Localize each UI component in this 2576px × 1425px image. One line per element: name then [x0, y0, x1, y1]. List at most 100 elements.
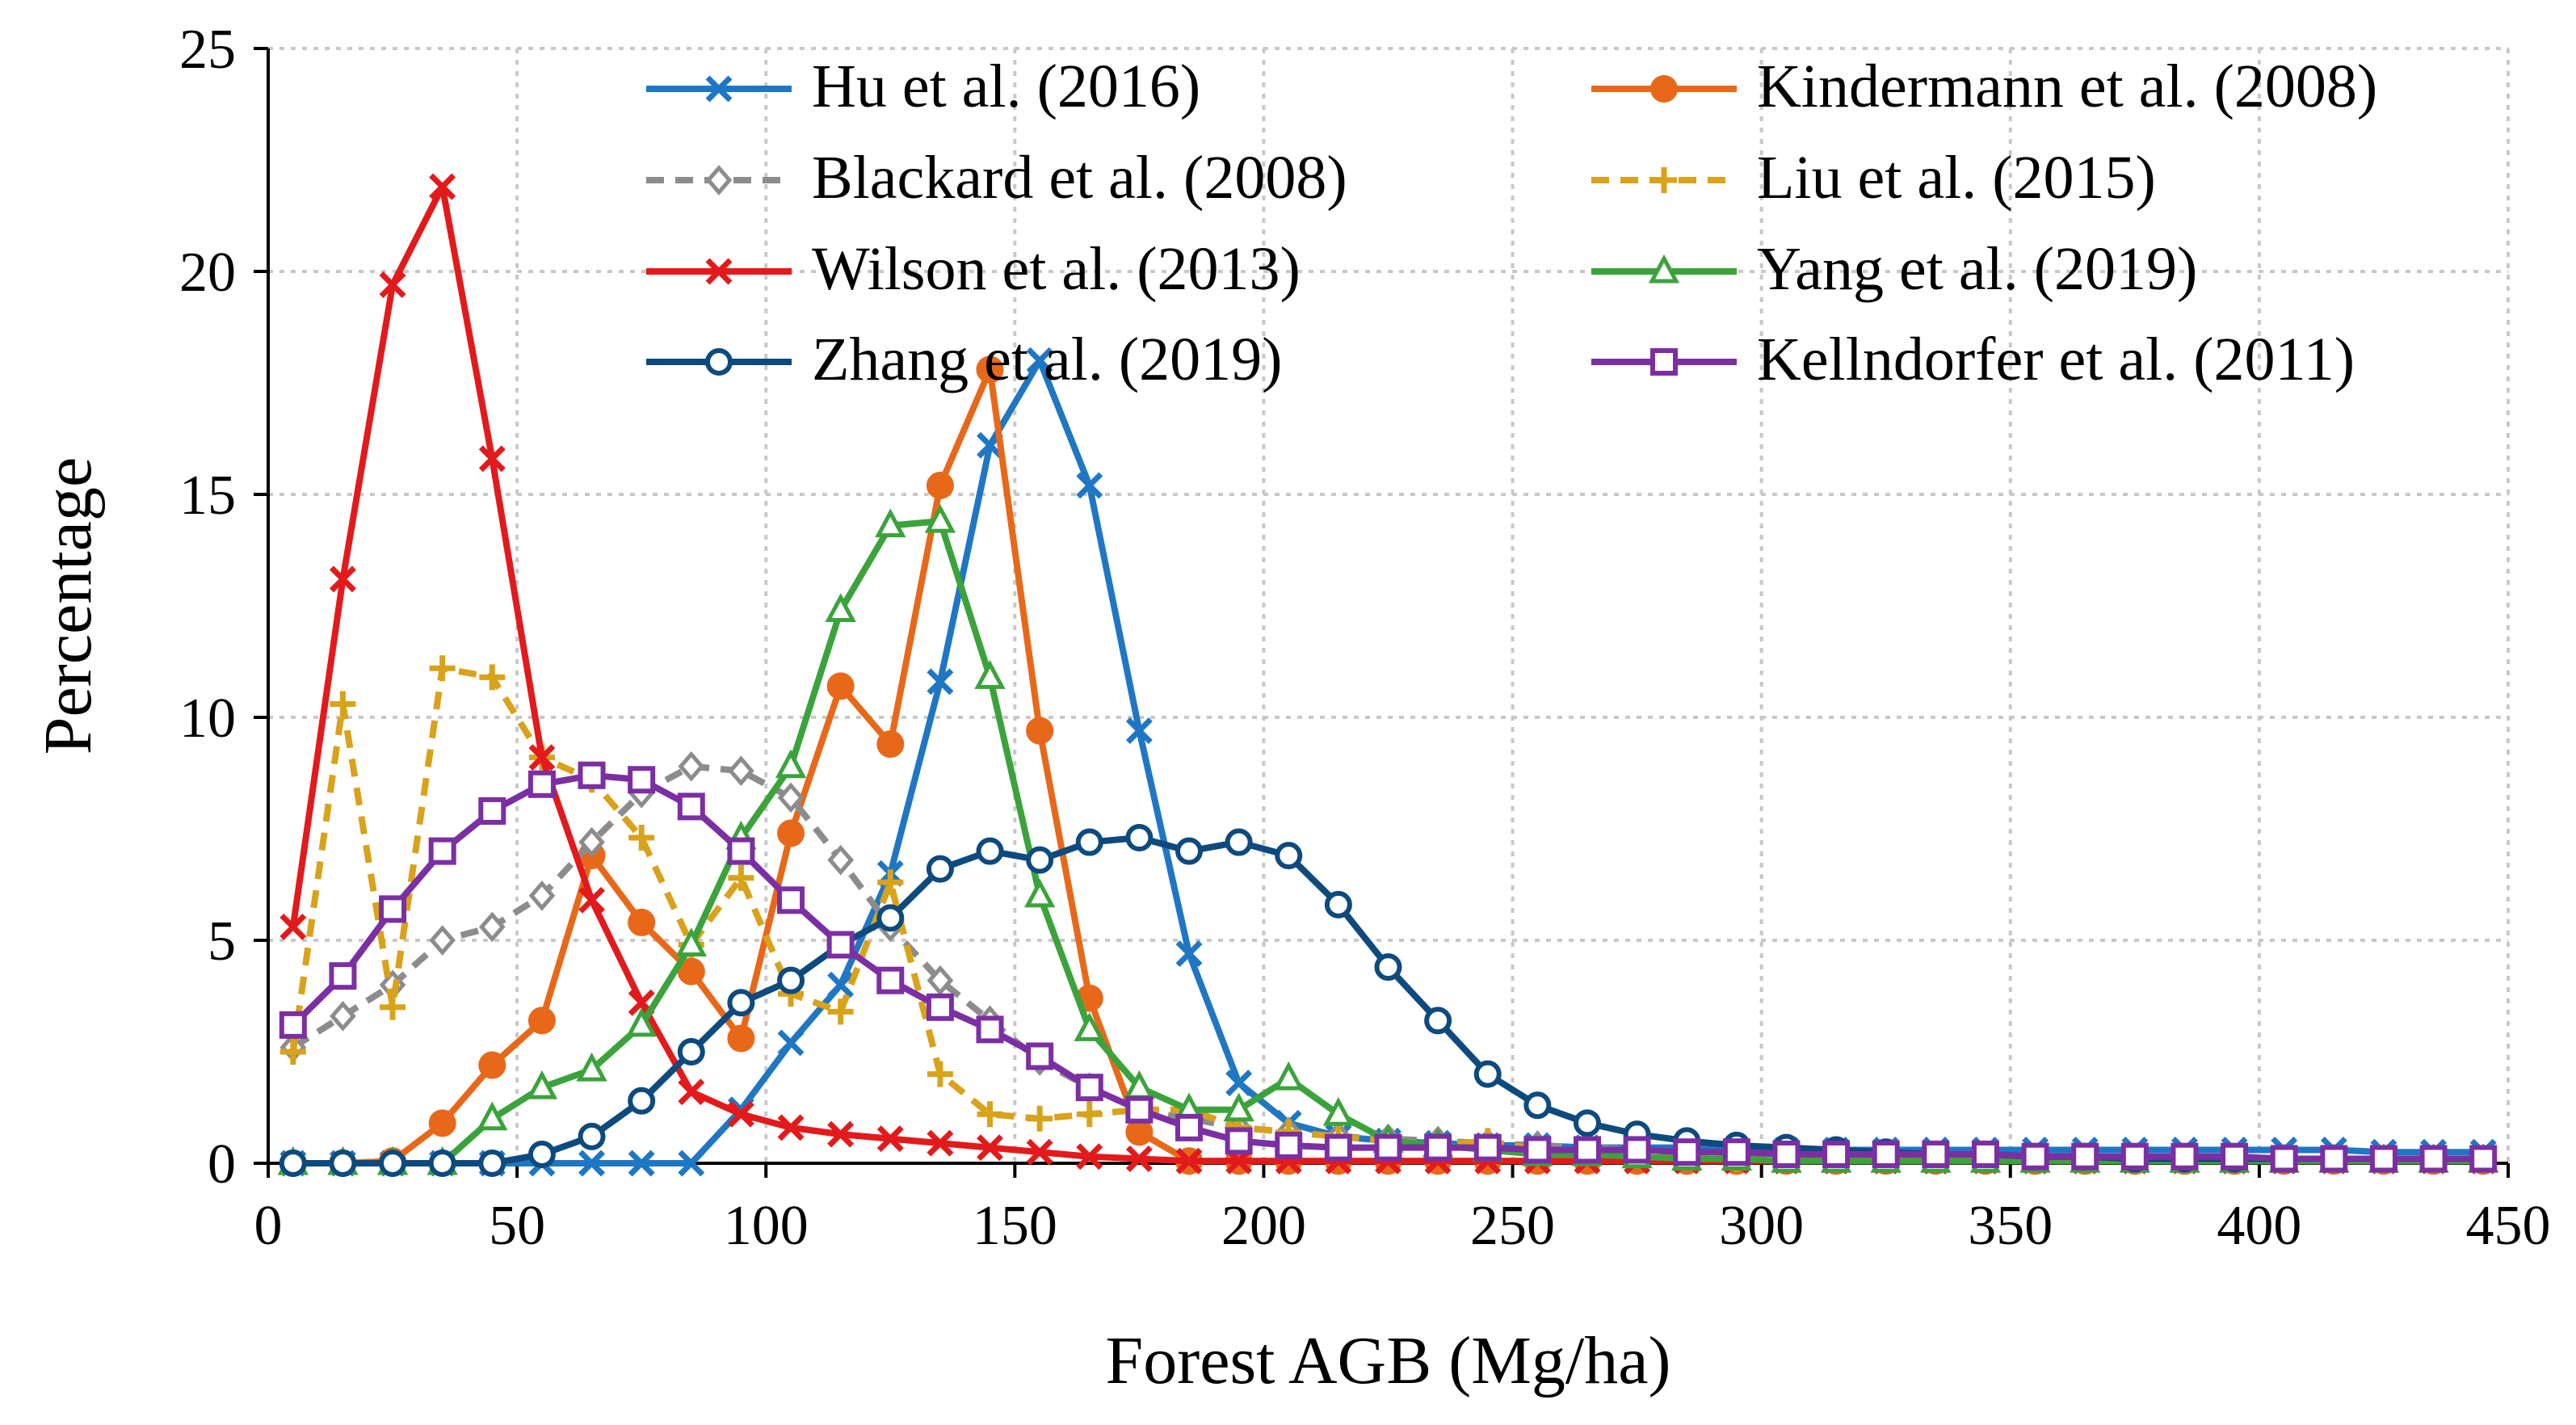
data-point: [678, 750, 705, 782]
data-point: [628, 766, 656, 794]
data-point: [1324, 1133, 1352, 1162]
y-tick-label: 20: [179, 242, 236, 304]
data-point: [1125, 824, 1154, 852]
data-point: [625, 1007, 658, 1037]
data-point: [2270, 1145, 2298, 1173]
data-point: [478, 911, 506, 943]
data-point: [927, 965, 954, 996]
series-8: [279, 761, 2498, 1173]
x-tick-label: 300: [1719, 1195, 1804, 1257]
data-point: [876, 1125, 904, 1153]
data-point: [1722, 1138, 1750, 1166]
data-point: [1076, 1143, 1103, 1171]
data-point: [678, 1078, 705, 1106]
legend-marker: [705, 258, 733, 285]
data-point: [379, 1150, 407, 1177]
data-point: [628, 908, 656, 936]
data-point: [429, 173, 456, 200]
legend-label: Kellndorfer et al. (2011): [1757, 326, 2355, 393]
data-point: [1573, 1136, 1601, 1164]
data-point: [827, 971, 855, 998]
legend-marker: [1648, 254, 1680, 284]
data-point: [379, 895, 407, 923]
data-point: [675, 927, 707, 957]
data-point: [1623, 1136, 1651, 1164]
data-point: [279, 1150, 307, 1177]
data-point: [827, 998, 854, 1025]
data-point: [528, 880, 556, 911]
data-point: [2071, 1142, 2099, 1171]
legend-label: Hu et al. (2016): [812, 53, 1200, 120]
data-point: [1125, 717, 1153, 745]
data-point: [477, 1101, 508, 1131]
data-point: [976, 837, 1004, 865]
data-point: [279, 1039, 306, 1065]
legend-label: Blackard et al. (2008): [812, 144, 1347, 212]
data-point: [1076, 472, 1103, 499]
data-point: [924, 503, 956, 533]
x-tick-label: 350: [1968, 1195, 2053, 1257]
data-point: [927, 1129, 954, 1157]
x-tick-label: 450: [2466, 1195, 2551, 1257]
data-point: [976, 1015, 1004, 1044]
x-tick-label: 50: [489, 1195, 545, 1257]
data-point: [1872, 1140, 1900, 1168]
legend-marker: [1650, 348, 1678, 376]
legend-label: Wilson et al. (2013): [812, 235, 1301, 303]
data-point: [777, 1114, 805, 1141]
data-point: [479, 664, 506, 691]
data-point: [429, 925, 456, 956]
legend-marker: [705, 75, 733, 103]
x-axis-title: Forest AGB (Mg/ha): [1106, 1323, 1671, 1398]
data-point: [727, 989, 755, 1017]
data-point: [974, 660, 1006, 689]
data-point: [677, 792, 705, 821]
data-point: [826, 672, 855, 700]
data-point: [1573, 1109, 1601, 1137]
data-point: [1374, 953, 1402, 982]
data-point: [876, 730, 905, 759]
data-point: [777, 819, 805, 847]
x-tick-label: 200: [1221, 1195, 1306, 1257]
data-point: [1026, 846, 1054, 874]
data-point: [1275, 842, 1303, 870]
data-point: [827, 1120, 855, 1148]
data-point: [876, 966, 905, 994]
data-point: [428, 1150, 456, 1177]
grid: [268, 47, 2510, 1163]
data-point: [2221, 1142, 2249, 1171]
data-point: [527, 1140, 556, 1168]
data-point: [578, 1122, 606, 1150]
data-point: [1424, 1133, 1452, 1162]
data-point: [428, 837, 456, 865]
data-point: [926, 855, 954, 883]
data-point: [578, 826, 605, 858]
data-point: [2120, 1142, 2149, 1171]
data-point: [1225, 1127, 1253, 1155]
data-point: [1027, 1105, 1053, 1132]
data-point: [2320, 1145, 2348, 1173]
data-point: [1023, 878, 1056, 908]
legend-item: Zhang et al. (2019): [646, 326, 1282, 393]
legend: Hu et al. (2016) Kindermann et al. (2008)…: [646, 53, 2377, 393]
data-point: [777, 966, 805, 994]
y-tick-label: 0: [208, 1133, 236, 1196]
legend-marker: [705, 348, 733, 376]
data-point: [478, 1051, 506, 1079]
data-point: [728, 755, 754, 787]
data-point: [1175, 940, 1203, 968]
legend-item: Wilson et al. (2013): [646, 235, 1301, 303]
data-point: [576, 1052, 607, 1082]
data-point: [1523, 1091, 1552, 1120]
x-tick-label: 400: [2217, 1195, 2301, 1257]
data-point: [527, 1007, 556, 1035]
data-point: [977, 1134, 1003, 1162]
data-point: [1374, 1133, 1402, 1162]
data-point: [628, 1150, 655, 1177]
data-point: [2419, 1145, 2448, 1173]
data-point: [526, 1070, 558, 1099]
data-point: [578, 1150, 606, 1177]
data-point: [1026, 717, 1054, 745]
data-point: [827, 844, 854, 876]
data-point: [1523, 1136, 1552, 1164]
